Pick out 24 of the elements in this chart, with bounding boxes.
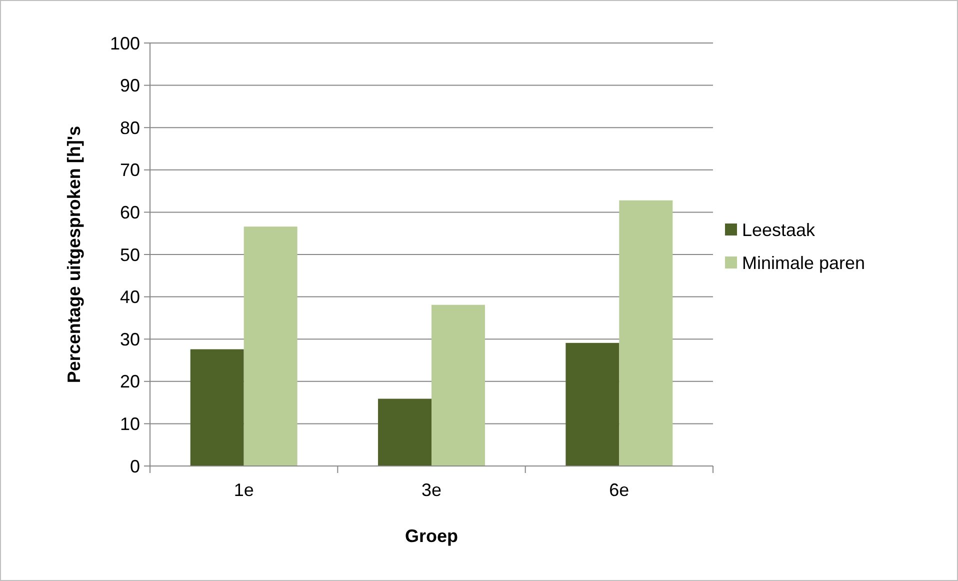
legend-label: Leestaak: [742, 220, 816, 240]
bar: [378, 398, 432, 466]
y-tick-label: 80: [120, 118, 140, 138]
y-tick-label: 10: [120, 414, 140, 434]
bar: [432, 304, 485, 466]
y-tick-label: 60: [120, 202, 140, 222]
y-tick-label: 90: [120, 76, 140, 96]
y-tick-label: 30: [120, 329, 140, 350]
x-tick-label: 3e: [421, 480, 442, 500]
y-tick-label: 40: [120, 287, 140, 308]
y-axis-title: Percentage uitgesproken [h]'s: [64, 126, 84, 384]
x-tick-label: 1e: [234, 480, 254, 500]
y-tick-label: 100: [110, 33, 140, 54]
bar: [244, 226, 298, 466]
y-tick-label: 50: [120, 244, 140, 265]
bar: [566, 342, 620, 466]
bar: [619, 200, 673, 466]
x-axis-title: Groep: [404, 526, 458, 546]
y-tick-label: 0: [130, 456, 140, 476]
legend-label: Minimale paren: [742, 252, 866, 273]
bar: [190, 349, 244, 466]
x-tick-label: 6e: [609, 480, 630, 500]
y-tick-label: 20: [120, 372, 140, 392]
y-tick-label: 70: [120, 160, 140, 180]
